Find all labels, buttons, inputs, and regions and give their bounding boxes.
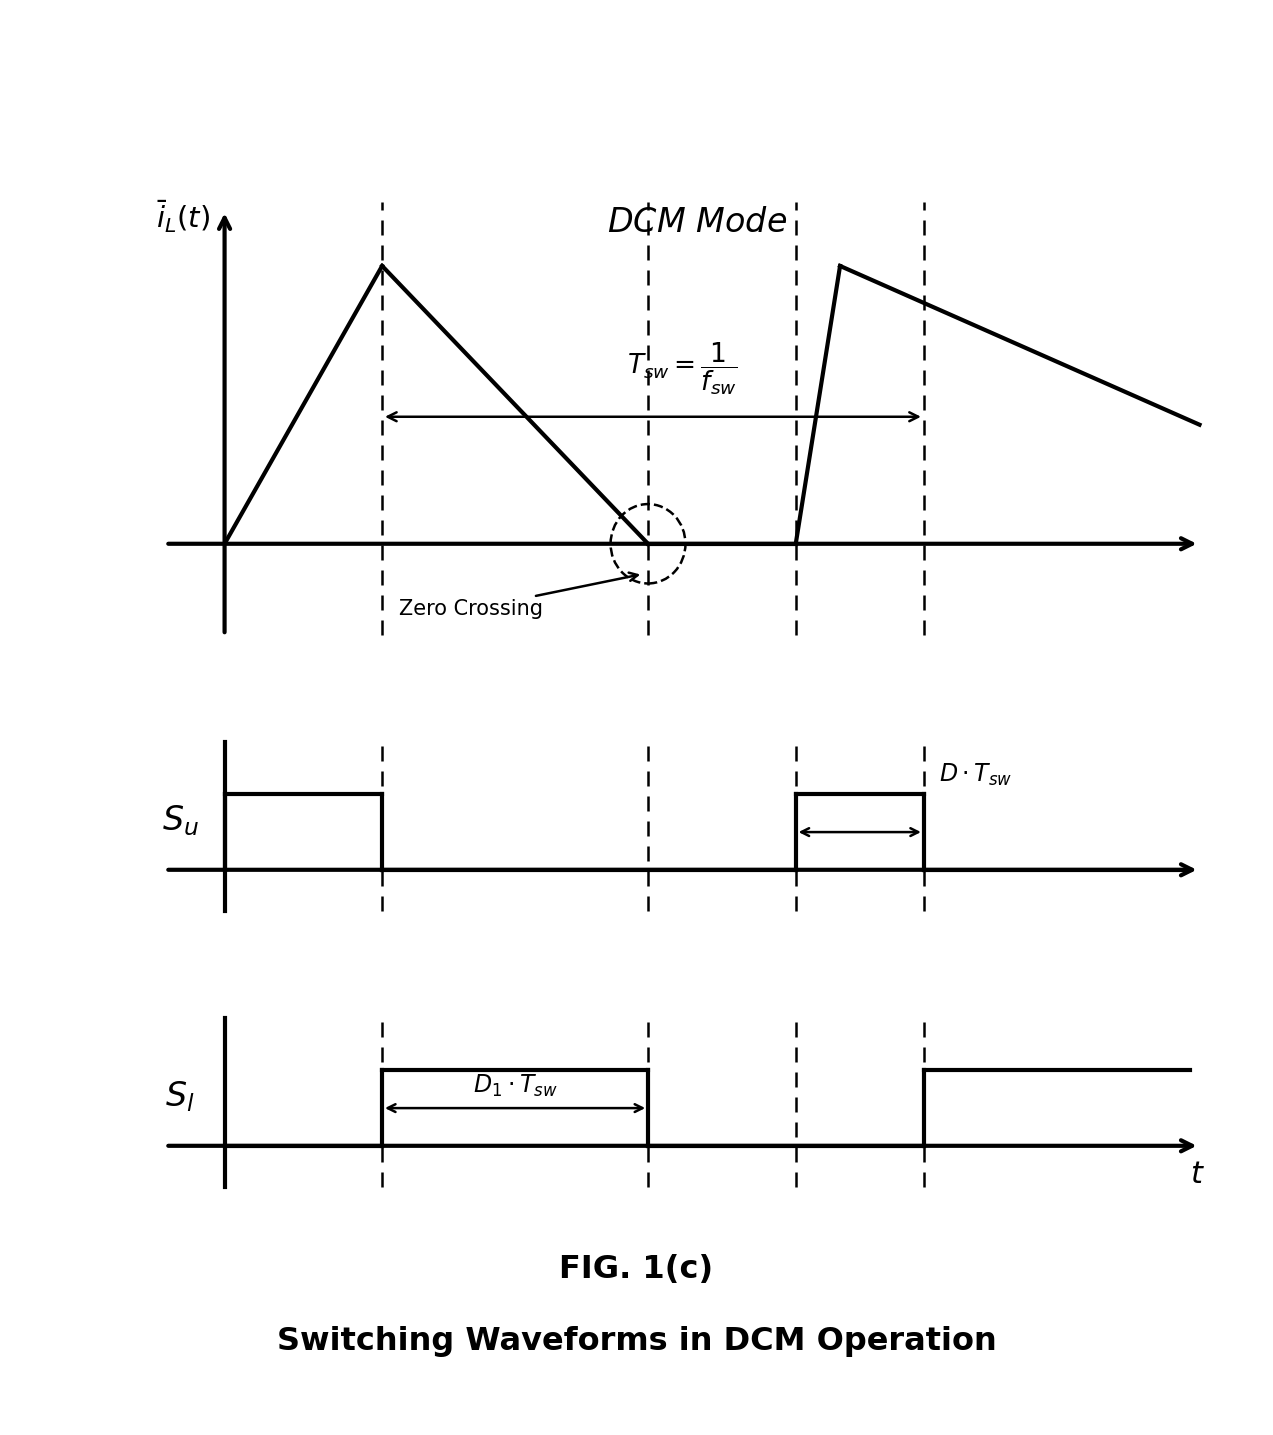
Text: $S_l$: $S_l$ bbox=[165, 1079, 195, 1114]
Text: FIG. 1(c): FIG. 1(c) bbox=[559, 1254, 714, 1286]
Text: $t$: $t$ bbox=[1190, 1159, 1206, 1190]
Text: $\bar{i}_L(t)$: $\bar{i}_L(t)$ bbox=[157, 198, 210, 235]
Text: Switching Waveforms in DCM Operation: Switching Waveforms in DCM Operation bbox=[276, 1326, 997, 1358]
Text: $D\cdot T_{sw}$: $D\cdot T_{sw}$ bbox=[938, 762, 1012, 788]
Text: $\mathit{DCM\ Mode}$: $\mathit{DCM\ Mode}$ bbox=[607, 205, 787, 238]
Text: Zero Crossing: Zero Crossing bbox=[398, 573, 638, 620]
Text: $T_{sw}=\dfrac{1}{f_{sw}}$: $T_{sw}=\dfrac{1}{f_{sw}}$ bbox=[628, 340, 738, 397]
Text: $S_u$: $S_u$ bbox=[162, 804, 199, 838]
Text: $D_1\cdot T_{sw}$: $D_1\cdot T_{sw}$ bbox=[472, 1073, 558, 1099]
